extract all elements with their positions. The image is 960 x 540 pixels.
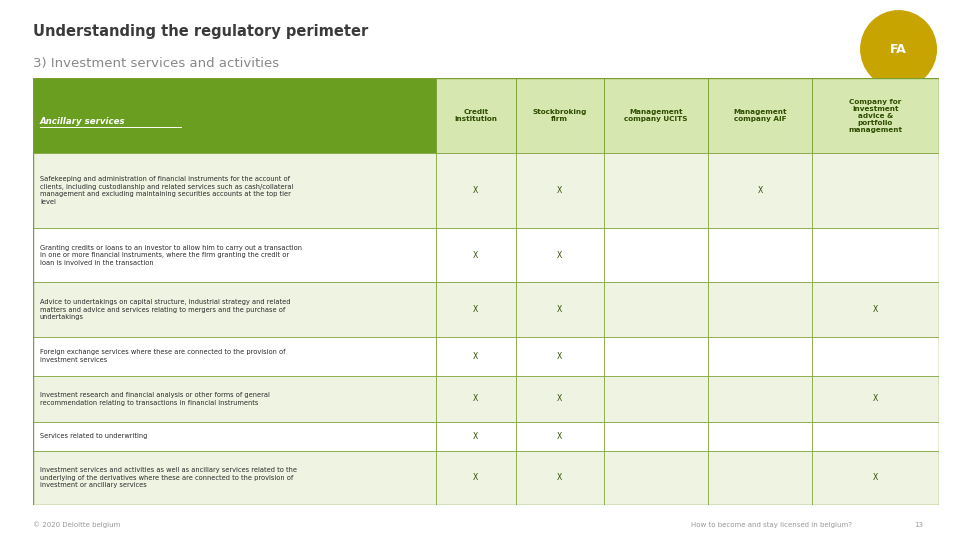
Bar (604, 375, 708, 422)
Text: X: X (873, 305, 878, 314)
Text: Understanding the regulatory perimeter: Understanding the regulatory perimeter (33, 24, 368, 39)
Bar (516, 228, 604, 282)
Bar (436, 375, 516, 422)
Bar (708, 422, 812, 450)
Text: X: X (557, 186, 563, 195)
Text: Ancillary services: Ancillary services (40, 117, 126, 126)
Bar (516, 282, 604, 337)
Text: X: X (473, 432, 478, 441)
Text: Management
company UCITS: Management company UCITS (624, 109, 687, 122)
Bar (708, 337, 812, 375)
Text: Granting credits or loans to an investor to allow him to carry out a transaction: Granting credits or loans to an investor… (40, 245, 301, 266)
Bar (708, 78, 812, 153)
Bar (812, 153, 939, 228)
Bar (708, 228, 812, 282)
Circle shape (861, 11, 936, 87)
Text: Credit
institution: Credit institution (454, 109, 497, 122)
Text: X: X (873, 473, 878, 482)
Text: X: X (557, 473, 563, 482)
Bar (33, 337, 436, 375)
Bar (436, 153, 516, 228)
Bar (604, 422, 708, 450)
Text: How to become and stay licensed in belgium?: How to become and stay licensed in belgi… (691, 522, 852, 528)
Bar (516, 78, 604, 153)
Text: Services related to underwriting: Services related to underwriting (40, 433, 147, 440)
Bar (604, 337, 708, 375)
Text: Management
company AIF: Management company AIF (733, 109, 786, 122)
Bar (812, 228, 939, 282)
Text: Safekeeping and administration of financial instruments for the account of
clien: Safekeeping and administration of financ… (40, 176, 293, 205)
Bar (516, 153, 604, 228)
Text: Investment services and activities as well as ancillary services related to the
: Investment services and activities as we… (40, 467, 297, 488)
Bar (708, 375, 812, 422)
Bar (812, 450, 939, 505)
Bar (33, 450, 436, 505)
Bar (436, 337, 516, 375)
Text: X: X (557, 251, 563, 260)
Bar (516, 337, 604, 375)
Bar (436, 228, 516, 282)
Text: 3) Investment services and activities: 3) Investment services and activities (33, 57, 278, 70)
Bar (812, 337, 939, 375)
Text: X: X (557, 305, 563, 314)
Text: X: X (557, 352, 563, 361)
Text: X: X (473, 251, 478, 260)
Bar (33, 282, 436, 337)
Text: X: X (473, 186, 478, 195)
Bar (436, 282, 516, 337)
Bar (516, 375, 604, 422)
Text: Advice to undertakings on capital structure, industrial strategy and related
mat: Advice to undertakings on capital struct… (40, 299, 290, 320)
Bar (33, 78, 436, 153)
Text: X: X (473, 394, 478, 403)
Text: X: X (757, 186, 762, 195)
Bar (708, 450, 812, 505)
Text: Company for
investment
advice &
portfolio
management: Company for investment advice & portfoli… (849, 99, 902, 133)
Text: X: X (473, 305, 478, 314)
Bar (812, 282, 939, 337)
Bar (33, 375, 436, 422)
Bar (436, 78, 516, 153)
Text: X: X (873, 394, 878, 403)
Text: FA: FA (890, 43, 907, 56)
Bar (604, 228, 708, 282)
Text: Foreign exchange services where these are connected to the provision of
investme: Foreign exchange services where these ar… (40, 349, 285, 363)
Bar (436, 450, 516, 505)
Text: © 2020 Deloitte belgium: © 2020 Deloitte belgium (33, 522, 120, 528)
Text: X: X (557, 432, 563, 441)
Text: Stockbroking
firm: Stockbroking firm (533, 109, 587, 122)
Bar (812, 422, 939, 450)
Bar (33, 153, 436, 228)
Bar (708, 282, 812, 337)
Text: 13: 13 (915, 522, 924, 528)
Text: X: X (557, 394, 563, 403)
Bar (812, 78, 939, 153)
Bar (604, 153, 708, 228)
Bar (604, 450, 708, 505)
Bar (812, 375, 939, 422)
Text: Investment research and financial analysis or other forms of general
recommendat: Investment research and financial analys… (40, 392, 270, 406)
Bar (516, 422, 604, 450)
Bar (604, 78, 708, 153)
Bar (516, 450, 604, 505)
Bar (708, 153, 812, 228)
Bar (33, 228, 436, 282)
Bar (604, 282, 708, 337)
Text: X: X (473, 352, 478, 361)
Text: X: X (473, 473, 478, 482)
Bar (436, 422, 516, 450)
Bar (33, 422, 436, 450)
